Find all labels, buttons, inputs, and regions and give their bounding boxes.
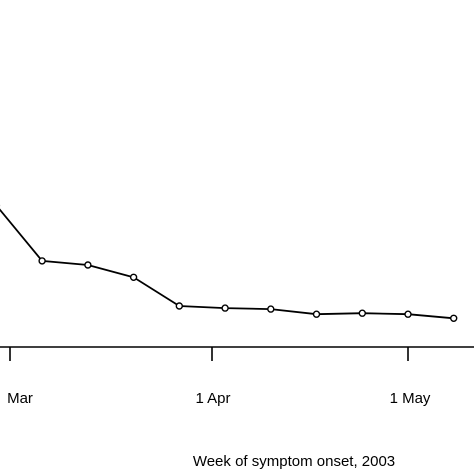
- data-point: [312, 310, 321, 318]
- data-point: [404, 310, 412, 318]
- data-point: [84, 261, 92, 269]
- x-axis-ticks: Mar 1 Apr 1 May: [7, 347, 431, 407]
- series-line: [0, 208, 454, 320]
- data-point: [221, 304, 229, 312]
- x-tick-label-mar: Mar: [7, 390, 33, 407]
- series-layer: [0, 204, 458, 322]
- data-point: [129, 273, 138, 281]
- data-point: [38, 257, 46, 265]
- x-tick-label-1-apr: 1 Apr: [195, 390, 230, 407]
- x-tick-label-1-may: 1 May: [390, 390, 431, 407]
- data-point: [267, 305, 275, 313]
- data-point: [358, 309, 366, 317]
- x-axis-title: Week of symptom onset, 2003: [193, 453, 395, 470]
- data-point: [175, 302, 184, 310]
- data-point: [450, 314, 458, 322]
